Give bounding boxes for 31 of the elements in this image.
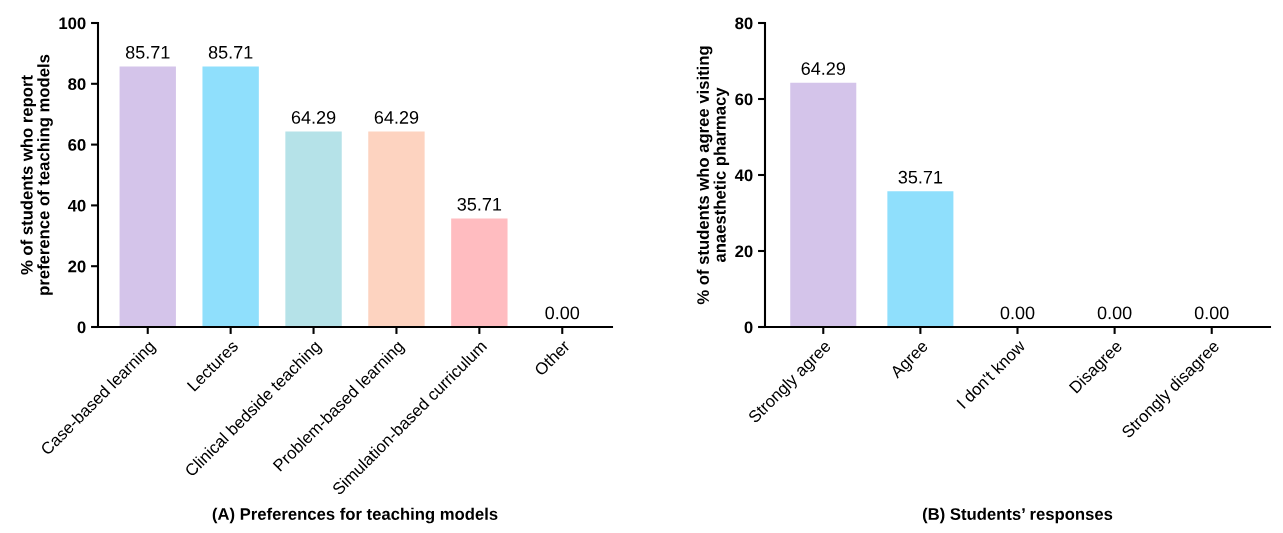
data-label: 85.71 <box>208 45 253 59</box>
data-label: 35.71 <box>898 170 943 184</box>
y-tick-label: 100 <box>59 17 86 30</box>
y-axis-title: % of students who agree visiting anaesthetic pharmacy <box>696 46 730 305</box>
bar <box>451 218 508 327</box>
y-tick-label: 0 <box>744 321 753 334</box>
y-tick-label: 20 <box>735 245 753 258</box>
data-label: 0.00 <box>1194 306 1229 320</box>
data-label: 0.00 <box>1000 306 1035 320</box>
y-tick-label: 40 <box>67 199 86 212</box>
bar <box>368 131 425 327</box>
bar <box>119 66 176 327</box>
y-tick-label: 0 <box>77 321 86 334</box>
y-tick-label: 60 <box>735 93 753 106</box>
text: (A) Preferences for teaching models <box>212 507 498 524</box>
data-label: 64.29 <box>291 111 336 124</box>
data-label: 85.71 <box>125 45 170 59</box>
bar <box>285 131 342 327</box>
y-tick-label: 40 <box>734 169 753 182</box>
data-label: 35.71 <box>457 197 502 211</box>
bar <box>202 66 259 327</box>
data-label: 0.00 <box>1097 306 1132 320</box>
data-label: 64.29 <box>801 62 846 75</box>
data-label: 0.00 <box>545 306 580 320</box>
y-tick-label: 80 <box>68 78 86 90</box>
text: (B) Students’ responses <box>922 507 1113 524</box>
y-tick-label: 80 <box>735 17 753 30</box>
y-tick-label: 60 <box>68 139 86 151</box>
y-axis-title: % of students who report preference of teaching models <box>20 54 53 295</box>
y-tick-label: 20 <box>68 260 86 273</box>
data-label: 64.29 <box>374 111 419 124</box>
